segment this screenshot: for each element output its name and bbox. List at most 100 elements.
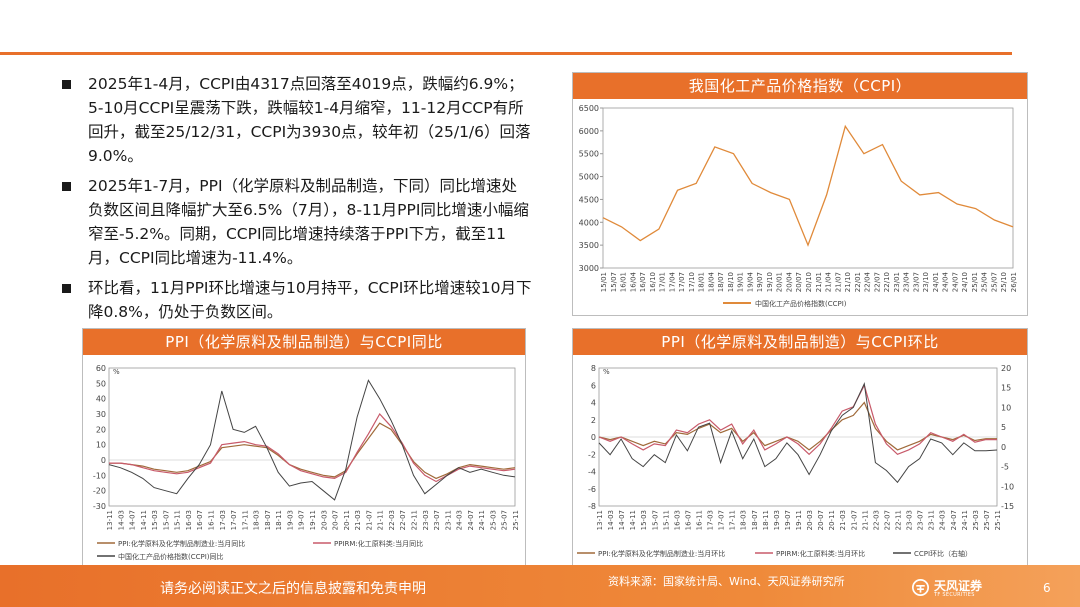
x-tick-label: 24/10 — [961, 272, 969, 292]
x-tick-label: 15-07 — [162, 510, 170, 530]
y2-tick-label: 5 — [1001, 423, 1006, 432]
y-tick-label: -6 — [588, 485, 596, 494]
bullet-item: 环比看，11月PPI环比增速与10月持平，CCPI环比增速较10月下降0.8%，… — [62, 276, 532, 324]
yoy-chart: % -30 -20 -10 0 10 20 30 40 50 60 13-11 14-03 14-07 14… — [93, 364, 520, 561]
x-tick-label: 17/01 — [659, 272, 667, 292]
y-tick-label: 10 — [96, 441, 106, 450]
legend-label: 中国化工产品价格指数(CCPI)同比 — [118, 552, 224, 561]
x-tick-label: 13-11 — [596, 510, 604, 530]
ccpi-series-line — [602, 124, 1014, 247]
y-tick-label: 8 — [591, 364, 596, 373]
x-tick-label: 25/01 — [971, 272, 979, 292]
bullet-item: 2025年1-4月，CCPI由4317点回落至4019点，跌幅约6.9%；5-1… — [62, 72, 532, 168]
x-tick-label: 14-07 — [129, 510, 137, 530]
x-tick-label: 20-11 — [343, 510, 351, 530]
x-tick-label: 19/01 — [737, 272, 745, 292]
bullet-square-icon — [62, 284, 71, 293]
x-tick-label: 25/04 — [981, 271, 989, 292]
x-tick-label: 23/10 — [922, 272, 930, 292]
x-tick-label: 16/10 — [649, 272, 657, 292]
y-tick-label: 4000 — [579, 218, 599, 227]
x-tick-label: 15-07 — [651, 510, 659, 530]
y-tick-label: -2 — [588, 450, 596, 459]
x-tick-label: 16-07 — [196, 510, 204, 530]
x-tick-label: 17-03 — [219, 510, 227, 530]
x-tick-label: 16-11 — [696, 510, 704, 530]
page-number: 6 — [1043, 581, 1051, 595]
y-tick-label: 4500 — [579, 195, 599, 204]
x-tick-label: 21/10 — [844, 272, 852, 292]
series-line — [598, 383, 997, 456]
x-tick-label: 15-11 — [662, 510, 670, 530]
x-tick-label: 25-07 — [501, 510, 509, 530]
legend-label: PPI:化学原料及化学制品制造业:当月同比 — [118, 539, 245, 548]
x-tick-label: 23/01 — [893, 272, 901, 292]
y-tick-label: -10 — [93, 471, 106, 480]
x-tick-label: 18/04 — [707, 271, 715, 292]
x-tick-label: 18-07 — [751, 510, 759, 530]
y-tick-label: 40 — [96, 395, 106, 404]
y2-tick-label: -10 — [1001, 482, 1014, 491]
y-unit-label: % — [603, 368, 610, 376]
y-tick-label: 6500 — [579, 104, 599, 113]
series-line — [598, 401, 997, 451]
x-tick-label: 25/10 — [1000, 272, 1008, 292]
x-tick-label: 16-11 — [208, 510, 216, 530]
y-tick-label: 2 — [591, 416, 596, 425]
y2-tick-label: -15 — [1001, 502, 1014, 511]
x-tick-label: 21-07 — [850, 510, 858, 530]
x-tick-label: 24/04 — [942, 271, 950, 292]
x-tick-label: 25-03 — [972, 510, 980, 530]
series-line — [108, 379, 516, 501]
x-tick-label: 22-11 — [895, 510, 903, 530]
y-tick-label: 6000 — [579, 127, 599, 136]
x-tick-label: 17-11 — [729, 510, 737, 530]
x-tick-label: 23-11 — [928, 510, 936, 530]
y-tick-label: -20 — [93, 487, 106, 496]
bullet-square-icon — [62, 182, 71, 191]
y-tick-label: 30 — [96, 410, 106, 419]
x-tick-label: 22-11 — [411, 510, 419, 530]
series-line — [598, 382, 998, 484]
x-tick-label: 21/07 — [834, 272, 842, 292]
x-tick-label: 19/07 — [756, 272, 764, 292]
x-tick-label: 19-07 — [784, 510, 792, 530]
header-rule — [0, 52, 1012, 55]
x-tick-label: 23/04 — [903, 271, 911, 292]
y-tick-label: 6 — [591, 381, 596, 390]
x-tick-label: 22/07 — [873, 272, 881, 292]
footer-bar: 请务必阅读正文之后的信息披露和免责申明 资料来源：国家统计局、Wind、天风证券… — [0, 565, 1080, 607]
x-tick-label: 24-11 — [478, 510, 486, 530]
panel-title: PPI（化学原料及制品制造）与CCPI同比 — [83, 329, 525, 355]
y-tick-label: 3500 — [579, 241, 599, 250]
x-tick-label: 24-07 — [950, 510, 958, 530]
plot-frame — [602, 107, 1014, 269]
x-tick-label: 22-07 — [883, 510, 891, 530]
legend-label: PPIRM:化工原料类:当月同比 — [334, 539, 423, 548]
x-tick-label: 15-03 — [151, 510, 159, 530]
x-tick-label: 20/04 — [785, 271, 793, 292]
y-tick-label: -8 — [588, 502, 596, 511]
x-tick-label: 13-11 — [106, 510, 114, 530]
x-tick-label: 21-07 — [365, 510, 373, 530]
x-tick-label: 17-07 — [718, 510, 726, 530]
y-unit-label: % — [113, 368, 120, 376]
x-tick-label: 24-11 — [961, 510, 969, 530]
x-tick-label: 26/01 — [1010, 272, 1018, 292]
x-tick-label: 19-11 — [309, 510, 317, 530]
panel-title: PPI（化学原料及制品制造）与CCPI环比 — [573, 329, 1027, 355]
x-tick-label: 24/07 — [951, 272, 959, 292]
x-tick-label: 24-03 — [456, 510, 464, 530]
y-tick-label: 0 — [591, 433, 596, 442]
legend-label: CCPI环比（右轴） — [914, 549, 972, 558]
y-tick-label: 4 — [591, 399, 596, 408]
x-tick-label: 15/01 — [600, 272, 608, 292]
bullet-text: 2025年1-7月，PPI（化学原料及制品制造，下同）同比增速处负数区间且降幅扩… — [88, 177, 529, 267]
y-tick-label: 20 — [96, 425, 106, 434]
mom-panel: PPI（化学原料及制品制造）与CCPI环比 % -8 -6 -4 -2 0 2 4 6 8 -15 -… — [572, 328, 1028, 568]
x-tick-label: 21/01 — [815, 272, 823, 292]
x-tick-label: 20-03 — [320, 510, 328, 530]
x-tick-label: 18-03 — [740, 510, 748, 530]
series-line — [109, 422, 516, 480]
y-tick-label: 5500 — [579, 150, 599, 159]
